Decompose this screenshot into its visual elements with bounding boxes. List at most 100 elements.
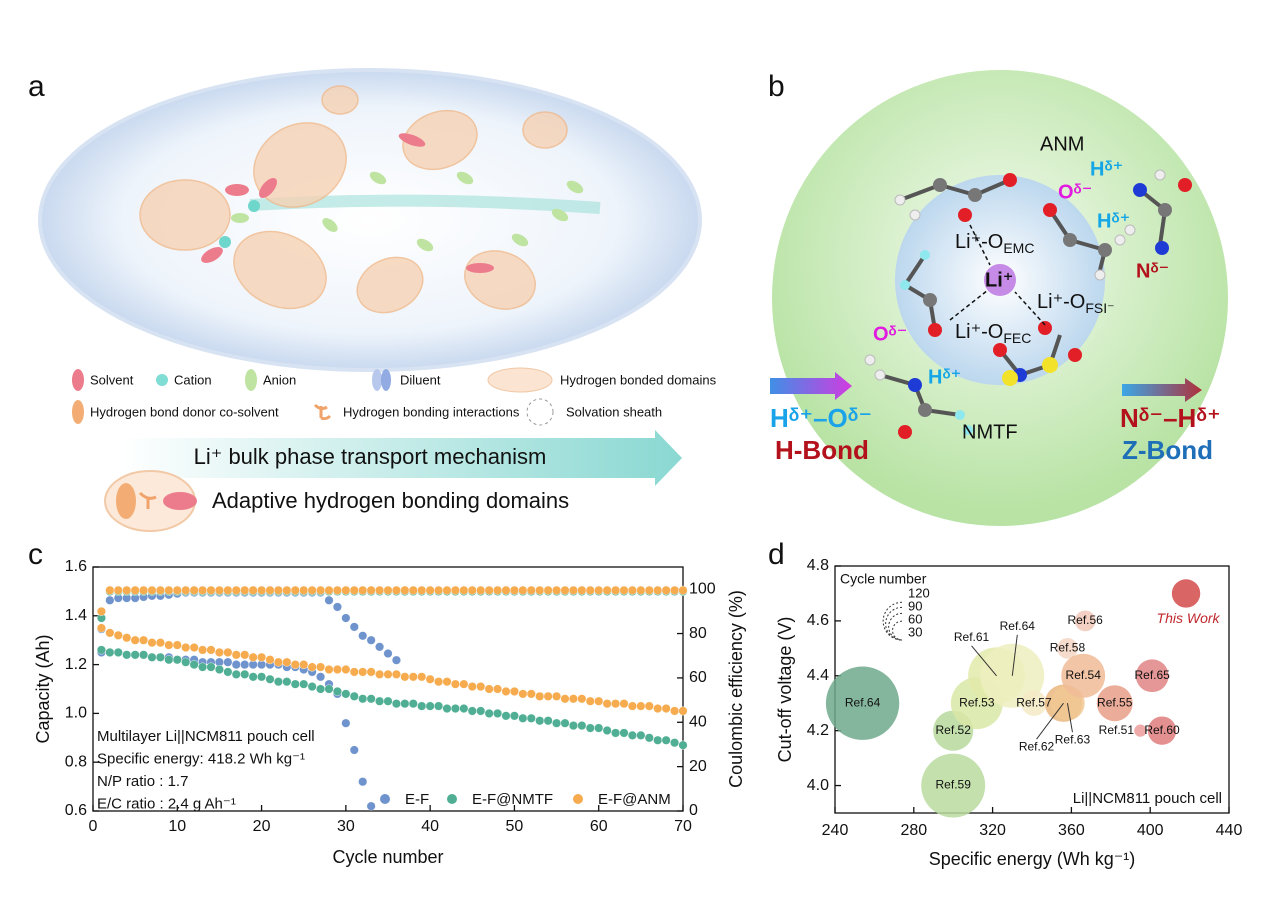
- x-tick-label: 0: [89, 818, 98, 835]
- charge-label: Nᵟ⁻: [1136, 260, 1169, 282]
- bubble-label: Ref.64: [1000, 619, 1036, 633]
- molecule-label: NMTF: [962, 421, 1018, 443]
- data-point: [670, 738, 680, 748]
- bubble-label: This Work: [1157, 610, 1221, 626]
- bubble-label: Ref.60: [1144, 723, 1180, 737]
- data-point: [316, 662, 326, 672]
- data-point: [450, 704, 460, 714]
- data-point: [602, 699, 612, 709]
- data-point: [661, 704, 671, 714]
- data-point: [257, 672, 267, 682]
- annotation: E/C ratio : 2.4 g Ah⁻¹: [97, 795, 236, 812]
- label-part: Li⁺-O: [955, 231, 1003, 253]
- data-point: [105, 647, 115, 657]
- data-point: [493, 684, 503, 694]
- x-tick-label: 360: [1058, 822, 1085, 839]
- data-point: [459, 704, 469, 714]
- data-point: [147, 652, 157, 662]
- data-point: [341, 718, 351, 728]
- data-point: [189, 585, 199, 595]
- data-point: [501, 711, 511, 721]
- charge-label: Hᵟ⁺: [928, 366, 961, 388]
- data-point: [568, 585, 578, 595]
- data-point: [257, 585, 267, 595]
- x-tick-label: 280: [900, 822, 927, 839]
- data-point: [417, 585, 427, 595]
- legend-label: E-F@NMTF: [472, 791, 553, 808]
- bubble: [1074, 610, 1096, 632]
- y-tick-label: 1.6: [65, 558, 87, 575]
- data-point: [636, 701, 646, 711]
- data-point: [206, 585, 216, 595]
- data-point: [459, 679, 469, 689]
- data-point: [383, 669, 393, 679]
- data-point: [290, 660, 300, 670]
- data-point: [661, 735, 671, 745]
- data-point: [627, 701, 637, 711]
- data-point: [653, 735, 663, 745]
- data-point: [535, 585, 545, 595]
- data-point: [113, 647, 123, 657]
- data-point: [172, 640, 182, 650]
- data-point: [653, 704, 663, 714]
- data-point: [653, 585, 663, 595]
- data-point: [644, 585, 654, 595]
- data-point: [619, 585, 629, 595]
- bubble-label: Ref.56: [1068, 613, 1104, 627]
- data-point: [358, 585, 368, 595]
- panel-label: a: [28, 70, 45, 103]
- data-point: [619, 728, 629, 738]
- data-point: [670, 585, 680, 595]
- data-point: [130, 585, 140, 595]
- x-tick-label: 30: [337, 818, 355, 835]
- data-point: [366, 585, 376, 595]
- data-point: [585, 723, 595, 733]
- cation-label: Li⁺: [985, 269, 1013, 291]
- data-point: [257, 652, 267, 662]
- data-point: [552, 691, 562, 701]
- data-point: [206, 645, 216, 655]
- x-tick-label: 240: [822, 822, 849, 839]
- panel-a-illustration: [38, 68, 702, 532]
- bubble: [1135, 659, 1169, 693]
- data-point: [113, 585, 123, 595]
- data-point: [248, 672, 258, 682]
- data-point: [299, 679, 309, 689]
- y-tick-label: 4.8: [807, 557, 829, 574]
- data-point: [105, 628, 115, 638]
- size-legend-label: 120: [908, 585, 930, 600]
- molecule-label: ANM: [1040, 133, 1084, 155]
- bubble-label: Ref.51: [1099, 723, 1135, 737]
- leader-line: [1011, 634, 1018, 676]
- label-part: Li⁺-O: [1037, 291, 1085, 313]
- data-point: [493, 585, 503, 595]
- bubble: [1134, 724, 1147, 737]
- data-point: [408, 672, 418, 682]
- data-point: [568, 694, 578, 704]
- data-point: [434, 701, 444, 711]
- panel-label: c: [28, 538, 43, 571]
- annotation: Specific energy: 418.2 Wh kg⁻¹: [97, 750, 305, 767]
- data-point: [248, 585, 258, 595]
- data-point: [358, 777, 368, 787]
- data-point: [307, 585, 317, 595]
- data-point: [299, 585, 309, 595]
- data-point: [164, 655, 174, 665]
- data-point: [391, 669, 401, 679]
- data-point: [383, 649, 393, 659]
- data-point: [476, 706, 486, 716]
- data-point: [349, 585, 359, 595]
- data-point: [105, 595, 115, 605]
- data-point: [434, 585, 444, 595]
- data-point: [214, 585, 224, 595]
- plot-frame: [92, 566, 684, 812]
- legend-label: Solvent: [90, 372, 134, 387]
- data-point: [417, 672, 427, 682]
- data-point: [214, 647, 224, 657]
- legend-label: E-F: [405, 791, 429, 808]
- data-point: [408, 585, 418, 595]
- data-point: [526, 585, 536, 595]
- data-point: [240, 585, 250, 595]
- data-point: [383, 585, 393, 595]
- coordination-label: Li⁺-OFSI⁻: [1037, 291, 1115, 315]
